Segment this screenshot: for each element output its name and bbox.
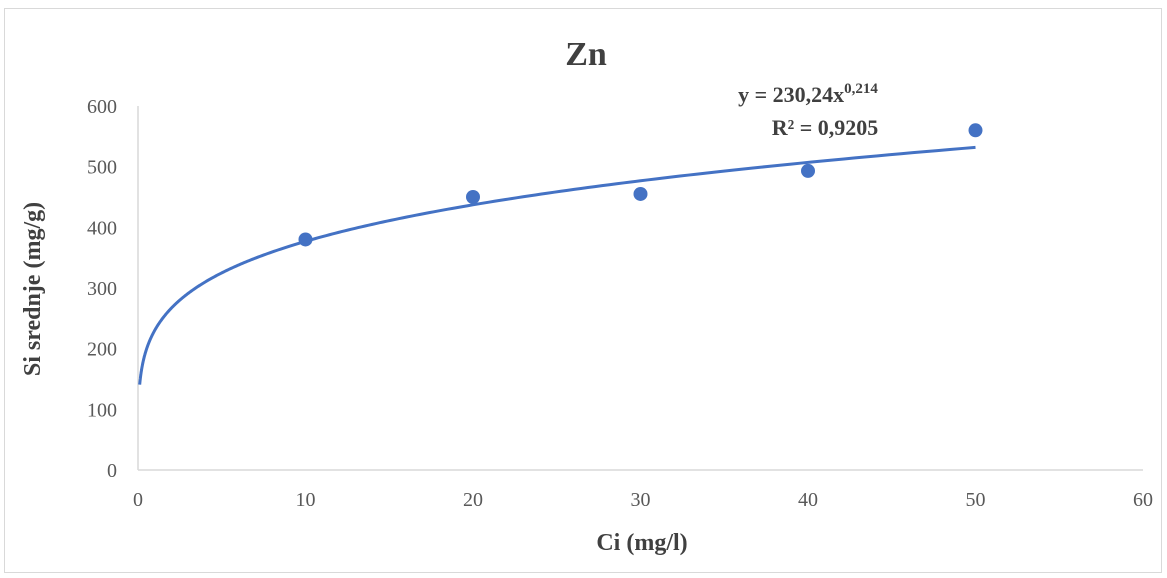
x-tick-label: 60 (1133, 489, 1153, 511)
data-point (466, 190, 480, 204)
equation-exponent: 0,214 (844, 81, 878, 97)
chart-title: Zn (565, 36, 607, 73)
y-axis-ticks: 0 100 200 300 400 500 600 (87, 96, 117, 482)
y-tick-label: 0 (107, 460, 117, 482)
data-point (968, 123, 983, 138)
y-tick-label: 600 (87, 96, 117, 118)
x-tick-label: 10 (296, 489, 316, 511)
equation-base: y = 230,24x (738, 82, 844, 107)
chart-frame (4, 8, 1162, 573)
data-point (633, 186, 648, 201)
y-tick-label: 100 (87, 399, 117, 421)
y-axis-title: Si srednje (mg/g) (20, 202, 46, 376)
y-tick-label: 200 (87, 339, 117, 361)
x-tick-label: 30 (631, 489, 651, 511)
x-axis-title: Ci (mg/l) (596, 530, 687, 556)
trendline-equation: y = 230,24x0,214 (738, 81, 878, 107)
y-tick-label: 400 (87, 217, 117, 239)
y-tick-label: 300 (87, 278, 117, 300)
data-point (298, 232, 313, 247)
data-point (801, 163, 815, 178)
data-points (298, 123, 983, 247)
x-tick-label: 0 (133, 489, 143, 511)
x-tick-label: 40 (798, 489, 818, 511)
y-tick-label: 500 (87, 157, 117, 179)
power-trendline (138, 145, 976, 385)
x-axis-ticks: 0 10 20 30 40 50 60 (133, 489, 1153, 511)
trendline-r-squared: R² = 0,9205 (772, 115, 879, 140)
x-tick-label: 50 (966, 489, 986, 511)
x-tick-label: 20 (463, 489, 483, 511)
